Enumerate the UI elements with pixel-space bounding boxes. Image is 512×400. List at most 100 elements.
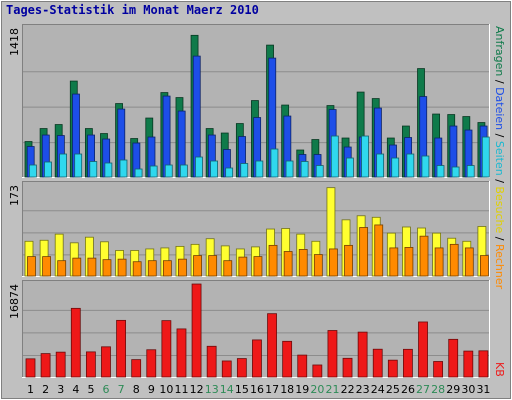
bar-kb-day-26: [403, 348, 413, 378]
bar-kb-day-30: [463, 350, 474, 378]
x-tick-day-16: 16: [250, 383, 264, 396]
x-tick-day-5: 5: [87, 383, 94, 396]
bar-seiten-day-15: [240, 163, 249, 178]
bar-kb-day-3: [55, 351, 66, 378]
bar-rechner-day-14: [223, 260, 233, 277]
bar-kb-day-7: [116, 319, 126, 378]
bar-rechner-day-13: [208, 255, 218, 277]
bar-seiten-day-21: [330, 135, 339, 178]
bar-seiten-day-3: [59, 153, 67, 178]
bar-rechner-day-16: [253, 256, 263, 277]
bar-rechner-day-2: [42, 256, 51, 277]
bar-kb-day-9: [146, 349, 157, 378]
bar-seiten-day-5: [89, 161, 98, 178]
bar-kb-day-13: [206, 345, 217, 378]
bar-rechner-day-20: [313, 254, 323, 277]
bar-seiten-day-18: [285, 160, 294, 178]
bar-kb-day-19: [297, 354, 308, 378]
legend-seiten: Seiten: [493, 141, 506, 176]
bar-rechner-day-1: [27, 256, 36, 277]
x-tick-day-20: 20: [310, 383, 324, 396]
bar-rechner-day-27: [419, 235, 429, 277]
x-tick-day-21: 21: [325, 383, 339, 396]
x-tick-day-12: 12: [190, 383, 204, 396]
x-tick-day-30: 30: [461, 383, 475, 396]
x-tick-day-14: 14: [220, 383, 234, 396]
bar-kb-day-24: [372, 348, 383, 378]
bar-kb-day-6: [101, 346, 111, 378]
bar-rechner-day-12: [193, 255, 202, 277]
bar-kb-day-10: [161, 320, 172, 378]
bar-rechner-day-25: [389, 247, 399, 277]
bar-kb-day-16: [252, 339, 262, 378]
bar-seiten-day-17: [270, 148, 279, 178]
bar-seiten-day-4: [74, 153, 83, 178]
bar-kb-day-11: [176, 328, 187, 378]
bar-rechner-day-6: [102, 259, 112, 277]
bar-kb-day-1: [25, 358, 36, 378]
bar-kb-day-25: [387, 359, 398, 378]
chart-title: Tages-Statistik im Monat Maerz 2010: [6, 3, 259, 17]
bar-rechner-day-5: [87, 257, 97, 277]
x-tick-day-11: 11: [175, 383, 189, 396]
bar-kb-day-18: [282, 340, 293, 378]
bar-seiten-day-19: [300, 161, 309, 178]
bar-rechner-day-29: [449, 243, 459, 277]
legend-separator: /: [493, 130, 506, 141]
bar-rechner-day-4: [72, 257, 82, 277]
legend-kb: KB: [493, 362, 506, 377]
bar-rechner-day-23: [359, 227, 369, 277]
bar-seiten-day-11: [179, 164, 188, 178]
x-tick-day-25: 25: [386, 383, 400, 396]
bar-seiten-day-31: [481, 136, 490, 178]
bar-kb-day-21: [327, 330, 338, 378]
bar-rechner-day-7: [117, 258, 127, 277]
x-axis-day-labels: 1 2 3 4 5 6 7 8 9 10 11 12 13 14 15 16 17 18 19 20 21 22 23 24 2…: [27, 383, 490, 396]
x-tick-day-3: 3: [57, 383, 64, 396]
x-tick-day-27: 27: [416, 383, 430, 396]
bar-seiten-day-6: [104, 162, 113, 178]
bar-kb-day-27: [418, 321, 428, 378]
x-tick-day-4: 4: [72, 383, 79, 396]
legend-rechner: Rechner: [493, 244, 506, 290]
x-tick-day-6: 6: [103, 383, 110, 396]
right-legend-text: KB: [493, 362, 506, 377]
right-series-legend: Anfragen / Dateien / Seiten / Besuche / …: [493, 26, 506, 377]
bar-kb-day-2: [40, 353, 51, 378]
x-tick-day-18: 18: [280, 383, 294, 396]
bar-kb-day-12: [191, 283, 202, 378]
bar-kb-day-22: [342, 357, 353, 378]
bar-rechner-day-26: [404, 247, 414, 277]
bar-seiten-day-28: [436, 165, 445, 178]
bar-kb-day-5: [85, 351, 96, 378]
bar-kb-day-28: [433, 361, 444, 378]
bar-seiten-day-8: [134, 168, 143, 178]
bar-seiten-day-14: [225, 167, 234, 178]
bar-kb-day-23: [357, 331, 368, 378]
x-tick-day-8: 8: [133, 383, 140, 396]
bar-seiten-day-25: [391, 157, 400, 178]
bar-kb-day-20: [312, 364, 323, 378]
bar-kb-day-4: [70, 307, 81, 378]
bar-seiten-day-16: [255, 160, 264, 178]
x-tick-day-29: 29: [446, 383, 460, 396]
bar-seiten-day-20: [315, 165, 324, 178]
x-tick-day-1: 1: [27, 383, 34, 396]
x-tick-day-2: 2: [42, 383, 49, 396]
bar-rechner-day-10: [162, 260, 172, 277]
bar-rechner-day-15: [238, 256, 248, 277]
bar-rechner-day-31: [479, 255, 489, 277]
x-tick-day-15: 15: [235, 383, 249, 396]
bar-rechner-day-18: [283, 251, 293, 277]
bar-rechner-day-3: [57, 260, 67, 277]
x-tick-day-10: 10: [159, 383, 173, 396]
x-tick-day-26: 26: [401, 383, 415, 396]
x-tick-day-13: 13: [205, 383, 219, 396]
bar-seiten-day-30: [466, 165, 475, 178]
bar-rechner-day-9: [147, 260, 157, 277]
bar-seiten-day-26: [406, 153, 415, 178]
x-tick-day-24: 24: [371, 383, 385, 396]
bar-kb-day-15: [236, 358, 247, 378]
bar-seiten-day-9: [149, 165, 158, 178]
y-max-label: 173: [8, 185, 21, 206]
